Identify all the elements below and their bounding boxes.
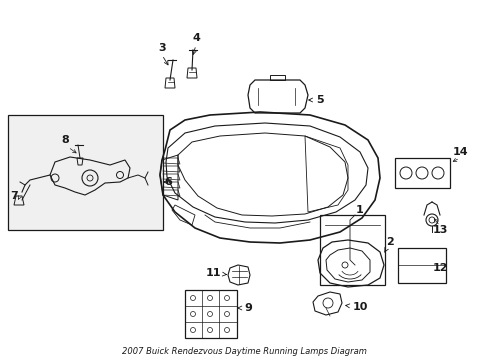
Text: 6: 6 [163,177,172,187]
Text: 2007 Buick Rendezvous Daytime Running Lamps Diagram: 2007 Buick Rendezvous Daytime Running La… [122,347,366,356]
Text: 7: 7 [10,191,18,201]
Text: 3: 3 [158,43,165,53]
Text: 5: 5 [308,95,323,105]
Bar [184,290,237,338]
Text: 14: 14 [451,147,467,157]
Text: 2: 2 [384,237,393,252]
Bar [8,115,163,230]
Text: 8: 8 [61,135,69,145]
Text: 13: 13 [431,225,447,235]
Text: 4: 4 [192,33,200,43]
Bar [397,248,445,283]
Text: 10: 10 [345,302,367,312]
Text: 1: 1 [355,205,363,215]
Text: 9: 9 [237,303,251,313]
Bar [319,215,384,285]
Text: 12: 12 [431,263,447,273]
Bar [394,158,449,188]
Text: 11: 11 [205,268,226,278]
